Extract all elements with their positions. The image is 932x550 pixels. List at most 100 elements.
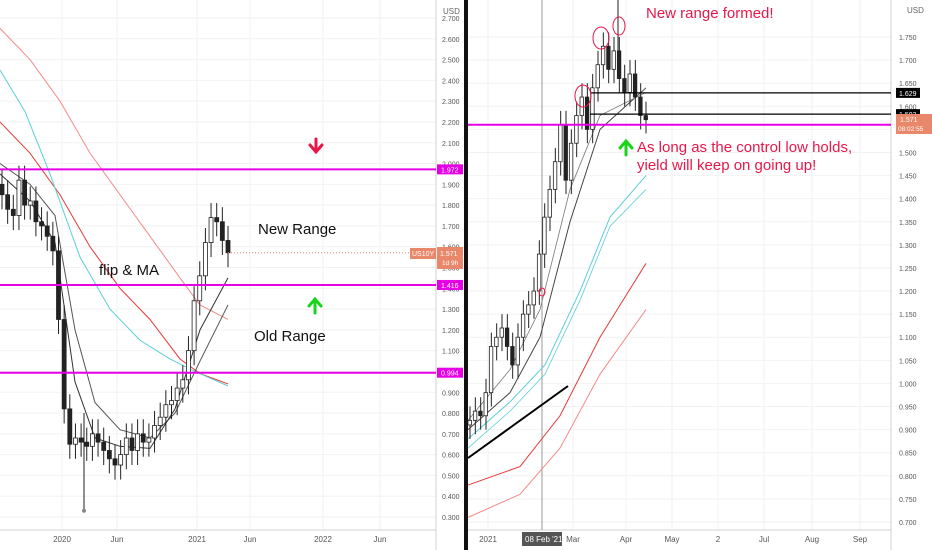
down-arrow-icon	[308, 137, 324, 155]
high-circle	[574, 84, 592, 108]
left-ma-red	[0, 121, 229, 385]
left-candle	[61, 319, 67, 410]
high-circle	[612, 16, 626, 36]
left-candle	[33, 200, 39, 223]
up-arrow-icon	[618, 138, 634, 157]
left-candle	[73, 437, 78, 445]
left-level-tag	[437, 279, 463, 290]
left-candle	[44, 225, 50, 237]
right-candle	[627, 73, 632, 93]
left-x-tick: Jun	[244, 535, 257, 544]
right-y-tick: 1.000	[899, 381, 917, 388]
right-candle	[595, 64, 600, 89]
left-candle	[197, 275, 203, 302]
right-y-tick: 1.650	[899, 81, 917, 88]
left-candle	[67, 408, 73, 445]
right-candles	[467, 0, 648, 439]
left-y-tick: 0.800	[442, 411, 460, 418]
left-low-dot	[82, 508, 86, 513]
left-level-label: 1.972	[441, 167, 459, 174]
left-candle	[90, 433, 95, 447]
right-candle	[643, 115, 648, 121]
right-candle	[563, 124, 568, 181]
trendline[interactable]	[467, 385, 569, 459]
right-candle	[638, 96, 643, 116]
left-y-tick: 2.200	[442, 120, 460, 127]
left-candle	[5, 194, 11, 210]
crosshair-date-label: 08 Feb '21	[522, 532, 563, 546]
right-moving-averages	[467, 87, 647, 518]
left-y-tick: 0.900	[442, 390, 460, 397]
right-y-tick: 1.400	[899, 197, 917, 204]
right-ma-fast	[467, 92, 647, 421]
right-candle	[472, 410, 478, 421]
high-circle	[592, 26, 610, 50]
left-candle	[219, 221, 225, 241]
right-y-tick: 1.100	[899, 335, 917, 342]
right-candle	[574, 115, 579, 144]
annotation-new-range-formed: New range formed!	[646, 5, 774, 22]
right-y-axis[interactable]: 1.7501.7001.6501.6001.5501.5001.4501.400…	[899, 35, 917, 527]
left-candle	[27, 200, 33, 206]
left-y-tick: 2.700	[442, 16, 460, 23]
right-currency-label: USD	[907, 6, 924, 15]
right-y-tick: 1.500	[899, 150, 917, 157]
left-candle	[180, 379, 186, 389]
right-ma-red	[467, 263, 647, 486]
left-candle	[208, 217, 214, 243]
right-price-tag-countdown: 08:02:55	[898, 126, 924, 133]
left-y-tick: 1.100	[442, 349, 460, 356]
right-y-tick: 0.850	[899, 451, 917, 458]
right-y-tick: 0.700	[899, 520, 917, 527]
right-candle	[510, 346, 515, 366]
right-candle	[552, 161, 558, 190]
right-ma-cyan2	[467, 189, 647, 449]
left-levels: 1.972 1.416 0.994	[0, 164, 463, 378]
left-level-tag	[437, 164, 463, 175]
right-candle	[494, 336, 499, 347]
pane-divider[interactable]	[464, 0, 468, 550]
right-candle	[611, 50, 616, 70]
right-y-tick: 1.050	[899, 358, 917, 365]
right-x-axis[interactable]: 2021 Mar Apr May 2 Jul Aug Sep	[479, 535, 868, 544]
right-candle	[606, 45, 611, 70]
left-y-tick: 1.800	[442, 203, 460, 210]
right-x-tick: Aug	[805, 535, 819, 544]
right-x-tick: May	[664, 535, 679, 544]
left-candle	[186, 350, 191, 381]
left-x-axis[interactable]: 2020 Jun 2021 Jun 2022 Jun	[53, 535, 386, 544]
left-candle	[146, 437, 152, 443]
right-candle	[467, 419, 472, 426]
annotation-control-low-2: yield will keep on going up!	[637, 157, 816, 174]
left-pane: USD 2.700 2.600 2.500 2.400 2.300 2.200 2.100 2…	[0, 0, 463, 550]
left-candle	[118, 454, 124, 466]
right-y-tick: 0.900	[899, 428, 917, 435]
right-y-tick: 1.600	[899, 104, 917, 111]
left-price-tag: US10Y 1.571 1d 9h	[410, 247, 463, 269]
left-level-tag	[437, 367, 463, 378]
right-candle	[600, 45, 606, 66]
left-candle	[0, 183, 5, 196]
right-candle	[504, 327, 510, 347]
right-candle	[622, 78, 627, 93]
left-x-tick: 2022	[314, 535, 332, 544]
left-price-tag-value: 1.571	[440, 251, 458, 258]
right-x-tick: 2021	[479, 535, 497, 544]
left-x-tick: Jun	[111, 535, 124, 544]
left-candle	[106, 450, 112, 460]
left-candle	[95, 433, 101, 443]
right-candle	[483, 392, 488, 417]
left-candle	[214, 217, 220, 223]
left-y-tick: 2.500	[442, 58, 460, 65]
right-y-tick: 0.750	[899, 497, 917, 504]
right-levels: 1.6291.5831.560	[468, 87, 920, 130]
right-candle	[536, 253, 542, 292]
left-candle	[163, 404, 169, 418]
left-candle	[50, 235, 56, 252]
right-candle	[478, 410, 483, 417]
right-x-tick: Apr	[620, 535, 633, 544]
right-pane: USD 1.7501.7001.6501.6001.5501.5001.4501…	[467, 0, 932, 550]
left-candle	[84, 441, 90, 447]
left-candle	[129, 437, 135, 451]
